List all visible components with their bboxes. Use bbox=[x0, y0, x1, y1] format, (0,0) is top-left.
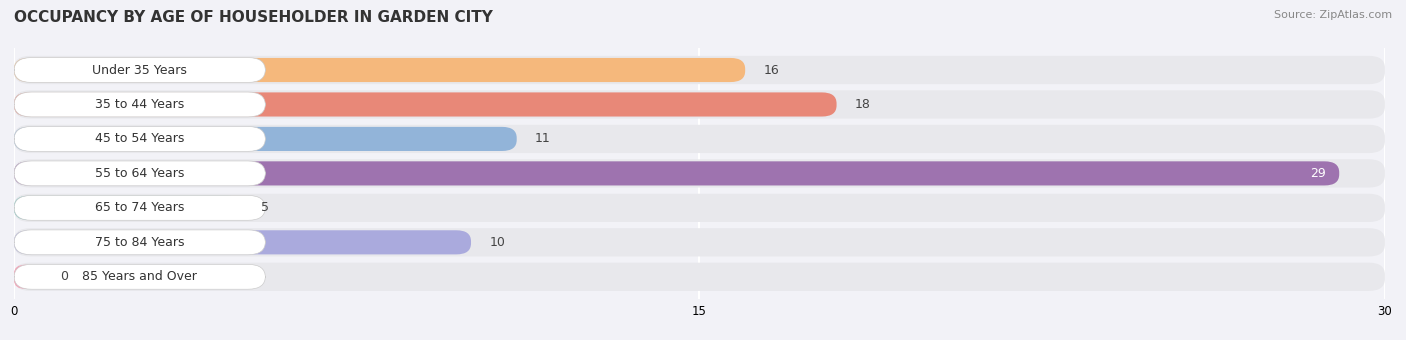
Text: 10: 10 bbox=[489, 236, 505, 249]
Text: 55 to 64 Years: 55 to 64 Years bbox=[96, 167, 184, 180]
Text: 11: 11 bbox=[536, 133, 551, 146]
Text: 65 to 74 Years: 65 to 74 Years bbox=[96, 201, 184, 214]
Text: 29: 29 bbox=[1310, 167, 1326, 180]
FancyBboxPatch shape bbox=[14, 263, 1385, 291]
Text: 35 to 44 Years: 35 to 44 Years bbox=[96, 98, 184, 111]
FancyBboxPatch shape bbox=[14, 58, 745, 82]
FancyBboxPatch shape bbox=[14, 125, 1385, 153]
FancyBboxPatch shape bbox=[14, 162, 1340, 185]
Text: 16: 16 bbox=[763, 64, 779, 76]
Text: Source: ZipAtlas.com: Source: ZipAtlas.com bbox=[1274, 10, 1392, 20]
FancyBboxPatch shape bbox=[14, 228, 1385, 256]
FancyBboxPatch shape bbox=[14, 195, 266, 220]
Text: 45 to 54 Years: 45 to 54 Years bbox=[96, 133, 184, 146]
Text: 85 Years and Over: 85 Years and Over bbox=[83, 270, 197, 283]
FancyBboxPatch shape bbox=[14, 92, 266, 117]
Text: Under 35 Years: Under 35 Years bbox=[93, 64, 187, 76]
FancyBboxPatch shape bbox=[14, 194, 1385, 222]
FancyBboxPatch shape bbox=[14, 159, 1385, 188]
FancyBboxPatch shape bbox=[14, 126, 266, 151]
FancyBboxPatch shape bbox=[14, 230, 266, 255]
Text: 18: 18 bbox=[855, 98, 870, 111]
FancyBboxPatch shape bbox=[14, 265, 37, 289]
FancyBboxPatch shape bbox=[14, 56, 1385, 84]
FancyBboxPatch shape bbox=[14, 90, 1385, 119]
FancyBboxPatch shape bbox=[14, 127, 517, 151]
FancyBboxPatch shape bbox=[14, 92, 837, 117]
Text: 0: 0 bbox=[60, 270, 67, 283]
Text: OCCUPANCY BY AGE OF HOUSEHOLDER IN GARDEN CITY: OCCUPANCY BY AGE OF HOUSEHOLDER IN GARDE… bbox=[14, 10, 494, 25]
Text: 5: 5 bbox=[262, 201, 269, 214]
FancyBboxPatch shape bbox=[14, 161, 266, 186]
FancyBboxPatch shape bbox=[14, 57, 266, 82]
FancyBboxPatch shape bbox=[14, 265, 266, 289]
FancyBboxPatch shape bbox=[14, 230, 471, 254]
Text: 75 to 84 Years: 75 to 84 Years bbox=[96, 236, 184, 249]
FancyBboxPatch shape bbox=[14, 196, 243, 220]
